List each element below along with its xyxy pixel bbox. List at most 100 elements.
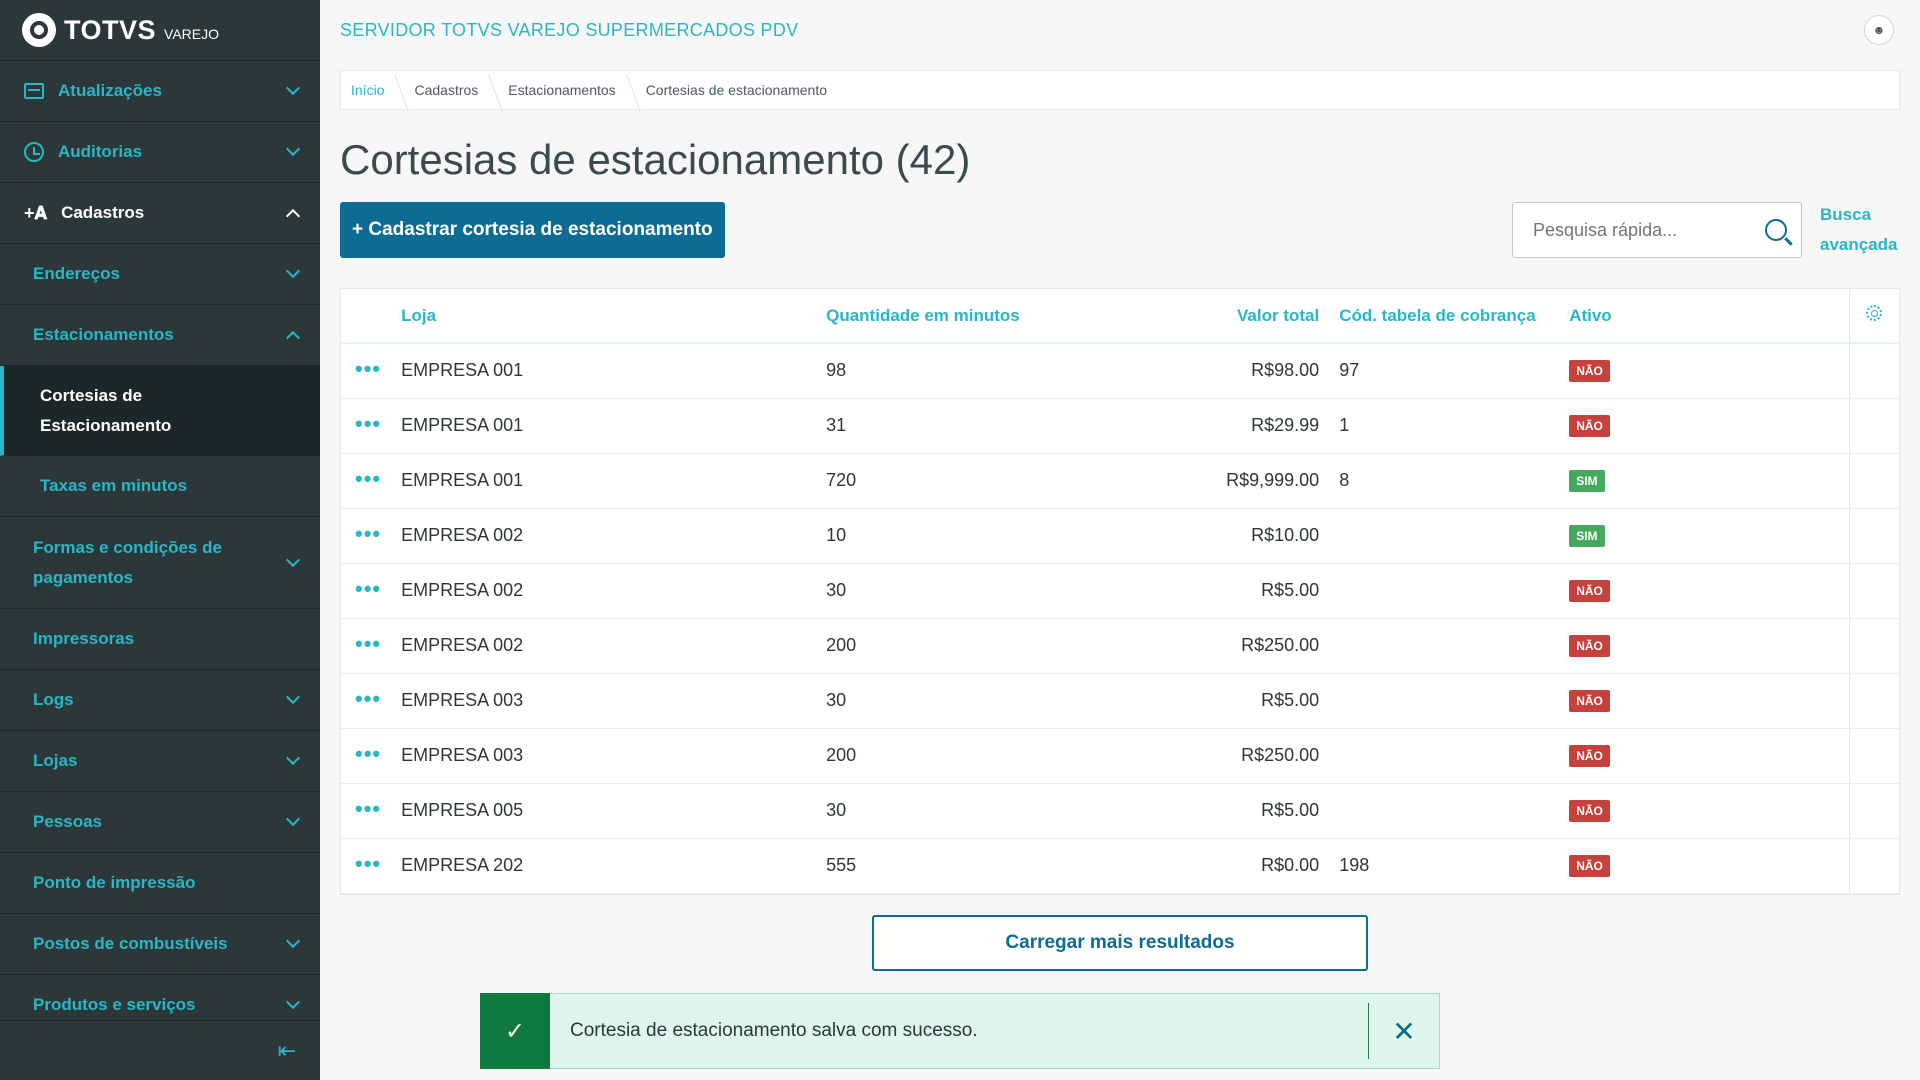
sidebar-item-label: Pessoas: [33, 812, 102, 831]
logo[interactable]: TOTVS VAREJO: [0, 0, 320, 61]
column-header-ativo[interactable]: Ativo: [1559, 289, 1849, 344]
table-row[interactable]: ••• EMPRESA 002 30 R$5.00 NÃO: [341, 563, 1899, 619]
row-actions[interactable]: •••: [341, 673, 392, 729]
status-badge: NÃO: [1569, 635, 1610, 657]
advanced-search-link[interactable]: Busca avançada: [1820, 205, 1898, 254]
quick-search[interactable]: [1512, 202, 1802, 258]
breadcrumb-item-inicio[interactable]: Início: [351, 82, 400, 98]
more-options-icon[interactable]: •••: [355, 521, 382, 546]
status-badge: NÃO: [1569, 580, 1610, 602]
row-actions[interactable]: •••: [341, 398, 392, 454]
table-row[interactable]: ••• EMPRESA 003 200 R$250.00 NÃO: [341, 728, 1899, 784]
more-options-icon[interactable]: •••: [355, 686, 382, 711]
cell-empty: [1848, 673, 1899, 729]
cell-ativo: NÃO: [1559, 728, 1849, 784]
load-more-button[interactable]: Carregar mais resultados: [872, 914, 1368, 971]
sidebar-item-enderecos[interactable]: Endereços: [0, 244, 320, 305]
cell-empty: [1848, 508, 1899, 564]
row-actions[interactable]: •••: [341, 618, 392, 674]
breadcrumb-item-estacionamentos[interactable]: Estacionamentos: [508, 82, 631, 98]
table-row[interactable]: ••• EMPRESA 001 720 R$9,999.00 8 SIM: [341, 453, 1899, 509]
row-actions[interactable]: •••: [341, 838, 392, 894]
more-options-icon[interactable]: •••: [355, 741, 382, 766]
sidebar-item-estacionamentos[interactable]: Estacionamentos: [0, 305, 320, 366]
table-row[interactable]: ••• EMPRESA 002 10 R$10.00 SIM: [341, 508, 1899, 564]
more-options-icon[interactable]: •••: [355, 411, 382, 436]
table-row[interactable]: ••• EMPRESA 202 555 R$0.00 198 NÃO: [341, 838, 1899, 894]
column-header-valor[interactable]: Valor total: [1216, 289, 1330, 344]
sidebar-item-atualizacoes[interactable]: Atualizações: [0, 61, 320, 122]
cell-ativo: SIM: [1559, 508, 1849, 564]
sidebar-item-logs[interactable]: Logs: [0, 670, 320, 731]
cell-loja: EMPRESA 202: [391, 838, 817, 894]
more-options-icon[interactable]: •••: [355, 796, 382, 821]
more-options-icon[interactable]: •••: [355, 576, 382, 601]
search-input[interactable]: [1533, 219, 1733, 241]
table-row[interactable]: ••• EMPRESA 001 98 R$98.00 97 NÃO: [341, 343, 1899, 399]
column-header-loja[interactable]: Loja: [391, 289, 817, 344]
sidebar-item-lojas[interactable]: Lojas: [0, 731, 320, 792]
toast-divider: [1368, 1003, 1369, 1059]
cell-minutos: 720: [816, 453, 1217, 509]
gear-icon[interactable]: [1866, 305, 1883, 321]
column-header-codigo[interactable]: Cód. tabela de cobrança: [1329, 289, 1560, 344]
cell-codigo: 97: [1329, 343, 1560, 399]
cell-codigo: 198: [1329, 838, 1560, 894]
row-actions[interactable]: •••: [341, 728, 392, 784]
sidebar-item-impressoras[interactable]: Impressoras: [0, 609, 320, 670]
table-row[interactable]: ••• EMPRESA 001 31 R$29.99 1 NÃO: [341, 398, 1899, 454]
sidebar-item-formas-pagamento[interactable]: Formas e condições de pagamentos: [0, 517, 320, 609]
column-header-minutos[interactable]: Quantidade em minutos: [816, 289, 1217, 344]
sidebar-item-pessoas[interactable]: Pessoas: [0, 792, 320, 853]
cell-minutos: 200: [816, 618, 1217, 674]
table-header-row: Loja Quantidade em minutos Valor total C…: [341, 289, 1899, 344]
search-icon[interactable]: [1765, 219, 1787, 241]
sidebar-item-label: Impressoras: [33, 629, 135, 648]
cell-valor: R$98.00: [1216, 343, 1330, 399]
row-actions[interactable]: •••: [341, 453, 392, 509]
cell-ativo: NÃO: [1559, 563, 1849, 619]
cell-loja: EMPRESA 001: [391, 343, 817, 399]
cell-minutos: 31: [816, 398, 1217, 454]
chevron-down-icon: [285, 933, 301, 949]
user-add-icon: +𝐀: [24, 202, 48, 223]
sidebar-item-ponto-impressao[interactable]: Ponto de impressão: [0, 853, 320, 914]
more-options-icon[interactable]: •••: [355, 356, 382, 382]
more-options-icon[interactable]: •••: [355, 466, 382, 491]
create-courtesy-button[interactable]: + Cadastrar cortesia de estacionamento: [340, 202, 725, 258]
more-options-icon[interactable]: •••: [355, 851, 382, 876]
check-icon: ✓: [480, 993, 550, 1069]
cell-empty: [1848, 783, 1899, 839]
cell-loja: EMPRESA 002: [391, 618, 817, 674]
row-actions[interactable]: •••: [341, 343, 392, 399]
more-options-icon[interactable]: •••: [355, 631, 382, 656]
courtesy-table: Loja Quantidade em minutos Valor total C…: [340, 288, 1900, 895]
sidebar-item-cortesias[interactable]: Cortesias de Estacionamento: [0, 366, 320, 456]
cell-loja: EMPRESA 002: [391, 508, 817, 564]
column-settings[interactable]: [1848, 289, 1899, 344]
collapse-menu-icon[interactable]: ⇤: [277, 1037, 296, 1063]
table-row[interactable]: ••• EMPRESA 003 30 R$5.00 NÃO: [341, 673, 1899, 729]
row-actions[interactable]: •••: [341, 783, 392, 839]
sidebar-item-auditorias[interactable]: Auditorias: [0, 122, 320, 183]
sidebar-item-label: Cadastros: [61, 203, 145, 222]
breadcrumb-item-cadastros[interactable]: Cadastros: [414, 82, 494, 98]
sidebar-item-cadastros[interactable]: +𝐀 Cadastros: [0, 183, 320, 244]
status-badge: NÃO: [1569, 360, 1610, 383]
table-row[interactable]: ••• EMPRESA 002 200 R$250.00 NÃO: [341, 618, 1899, 674]
cell-valor: R$250.00: [1216, 728, 1330, 784]
cell-empty: [1848, 838, 1899, 894]
close-icon[interactable]: ✕: [1392, 1015, 1416, 1047]
row-actions[interactable]: •••: [341, 508, 392, 564]
row-actions[interactable]: •••: [341, 563, 392, 619]
sidebar-item-label: Formas e condições de pagamentos: [33, 537, 222, 587]
cell-ativo: NÃO: [1559, 618, 1849, 674]
sidebar-item-label: Auditorias: [58, 142, 143, 161]
cell-empty: [1848, 453, 1899, 509]
cell-valor: R$10.00: [1216, 508, 1330, 564]
sidebar-item-taxas[interactable]: Taxas em minutos: [0, 456, 320, 517]
table-row[interactable]: ••• EMPRESA 005 30 R$5.00 NÃO: [341, 783, 1899, 839]
sidebar-item-postos[interactable]: Postos de combustíveis: [0, 914, 320, 975]
cell-loja: EMPRESA 005: [391, 783, 817, 839]
user-icon[interactable]: ☻: [1864, 15, 1894, 45]
